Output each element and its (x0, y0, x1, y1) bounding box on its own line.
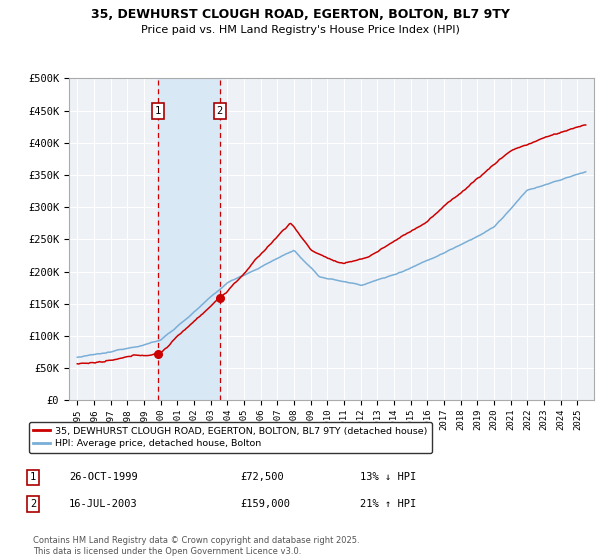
Text: 35, DEWHURST CLOUGH ROAD, EGERTON, BOLTON, BL7 9TY: 35, DEWHURST CLOUGH ROAD, EGERTON, BOLTO… (91, 8, 509, 21)
Text: £159,000: £159,000 (240, 499, 290, 509)
Bar (158, 78, 220, 400)
Text: Contains HM Land Registry data © Crown copyright and database right 2025.
This d: Contains HM Land Registry data © Crown c… (33, 536, 359, 556)
Text: 16-JUL-2003: 16-JUL-2003 (69, 499, 138, 509)
Text: 2: 2 (217, 106, 223, 115)
Text: 13% ↓ HPI: 13% ↓ HPI (360, 472, 416, 482)
Text: Price paid vs. HM Land Registry's House Price Index (HPI): Price paid vs. HM Land Registry's House … (140, 25, 460, 35)
Text: 1: 1 (155, 106, 161, 115)
Text: 21% ↑ HPI: 21% ↑ HPI (360, 499, 416, 509)
Legend: 35, DEWHURST CLOUGH ROAD, EGERTON, BOLTON, BL7 9TY (detached house), HPI: Averag: 35, DEWHURST CLOUGH ROAD, EGERTON, BOLTO… (29, 422, 432, 453)
Text: 26-OCT-1999: 26-OCT-1999 (69, 472, 138, 482)
Text: 2: 2 (30, 499, 36, 509)
Text: £72,500: £72,500 (240, 472, 284, 482)
Text: 1: 1 (30, 472, 36, 482)
